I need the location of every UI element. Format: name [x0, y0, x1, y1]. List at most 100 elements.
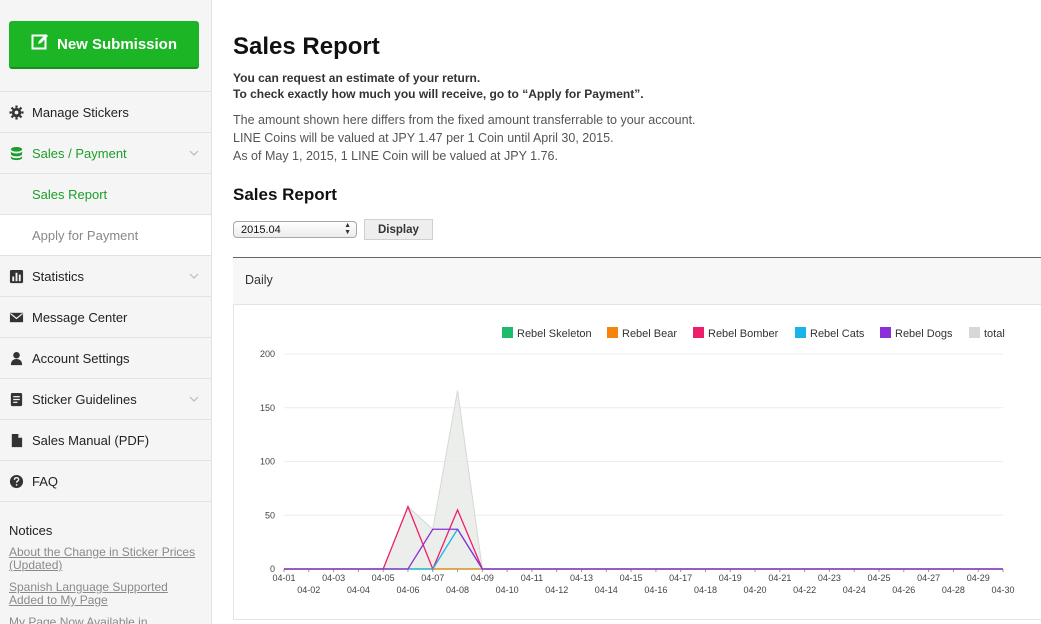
x-tick-label: 04-06 — [396, 585, 419, 595]
legend-label: Rebel Dogs — [895, 328, 953, 340]
sidebar-item-label: Account Settings — [32, 350, 130, 366]
x-tick-label: 04-12 — [545, 585, 568, 595]
x-tick-label: 04-20 — [744, 585, 767, 595]
panel-title: Daily — [245, 273, 273, 287]
chevron-down-icon — [189, 396, 199, 402]
bar-chart-icon — [8, 268, 24, 284]
x-tick-label: 04-21 — [768, 573, 791, 583]
display-button[interactable]: Display — [364, 219, 433, 240]
new-submission-button[interactable]: New Submission — [9, 21, 199, 69]
lead-line: To check exactly how much you will recei… — [233, 86, 644, 101]
sidebar-item-label: Apply for Payment — [32, 227, 139, 243]
report-controls: 2015.04 ▲ ▼ Display — [233, 219, 433, 240]
legend-swatch — [502, 327, 513, 338]
database-icon — [8, 145, 24, 161]
edit-icon — [31, 33, 49, 55]
sidebar-item-account-settings[interactable]: Account Settings — [0, 338, 211, 379]
x-tick-label: 04-24 — [843, 585, 866, 595]
lead-text: You can request an estimate of your retu… — [233, 71, 644, 102]
series-area-total — [284, 390, 1003, 570]
x-tick-label: 04-22 — [793, 585, 816, 595]
notice-link[interactable]: Spanish Language Supported Added to My P… — [9, 580, 168, 607]
sidebar-item-sales-manual[interactable]: Sales Manual (PDF) — [0, 420, 211, 461]
x-tick-label: 04-14 — [595, 585, 618, 595]
chevron-down-icon — [189, 150, 199, 156]
month-select-value: 2015.04 — [241, 223, 281, 236]
x-tick-label: 04-10 — [496, 585, 519, 595]
sidebar-item-label: Manage Stickers — [32, 104, 129, 120]
y-tick-label: 150 — [260, 403, 275, 413]
series-line — [284, 528, 1003, 570]
y-tick-label: 100 — [260, 457, 275, 467]
x-tick-label: 04-08 — [446, 585, 469, 595]
sidebar-item-sales-report[interactable]: Sales Report — [0, 174, 211, 215]
legend-swatch — [693, 327, 704, 338]
daily-chart: 0 50 100 150 200 04-01 04-02 04-03 04-04 04-05 04-… — [233, 304, 1041, 620]
sidebar-item-label: Message Center — [32, 309, 128, 325]
legend-swatch — [880, 327, 891, 338]
x-tick-label: 04-28 — [942, 585, 965, 595]
legend-label: Rebel Bomber — [708, 328, 779, 340]
x-tick-label: 04-11 — [521, 573, 543, 583]
x-tick-label: 04-01 — [272, 573, 295, 583]
notice-link[interactable]: About the Change in Sticker Prices (Upda… — [9, 545, 196, 572]
x-tick-label: 04-07 — [421, 573, 444, 583]
x-tick-label: 04-18 — [694, 585, 717, 595]
legend-label: Rebel Bear — [622, 328, 677, 340]
notices: Notices About the Change in Sticker Pric… — [9, 523, 204, 624]
month-select[interactable]: 2015.04 ▲ ▼ — [233, 221, 357, 238]
sidebar-item-label: Sales / Payment — [32, 145, 127, 161]
y-tick-label: 50 — [265, 510, 275, 520]
legend-swatch — [969, 327, 980, 338]
page-title: Sales Report — [233, 33, 380, 60]
x-tick-label: 04-17 — [669, 573, 692, 583]
sidebar-item-sales-payment[interactable]: Sales / Payment — [0, 133, 211, 174]
x-tick-label: 04-23 — [818, 573, 841, 583]
note-line: As of May 1, 2015, 1 LINE Coin will be v… — [233, 149, 558, 163]
x-tick-label: 04-04 — [347, 585, 370, 595]
note-line: LINE Coins will be valued at JPY 1.47 pe… — [233, 131, 614, 145]
sidebar-item-manage-stickers[interactable]: Manage Stickers — [0, 92, 211, 133]
x-tick-label: 04-15 — [620, 573, 643, 583]
legend-swatch — [607, 327, 618, 338]
sidebar-item-label: Sales Report — [32, 186, 108, 202]
sidebar-menu: Manage Stickers Sales / Payment Sales Re… — [0, 91, 211, 502]
file-icon — [8, 432, 24, 448]
sidebar-item-label: Statistics — [32, 268, 85, 284]
y-tick-label: 0 — [270, 564, 275, 574]
sidebar-item-label: Sticker Guidelines — [32, 391, 137, 407]
notices-title: Notices — [9, 523, 53, 538]
x-tick-label: 04-02 — [297, 585, 320, 595]
x-tick-label: 04-26 — [892, 585, 915, 595]
x-tick-label: 04-29 — [967, 573, 990, 583]
sidebar-item-apply-for-payment[interactable]: Apply for Payment — [0, 215, 211, 256]
user-icon — [8, 350, 24, 366]
sidebar-item-faq[interactable]: FAQ — [0, 461, 211, 502]
sidebar: New Submission Manage Stickers Sales / P… — [0, 0, 212, 624]
section-title: Sales Report — [233, 185, 337, 204]
sidebar-item-sticker-guidelines[interactable]: Sticker Guidelines — [0, 379, 211, 420]
legend-label: total — [984, 328, 1005, 340]
lead-line: You can request an estimate of your retu… — [233, 71, 481, 85]
y-tick-label: 200 — [260, 349, 275, 359]
x-tick-label: 04-16 — [644, 585, 667, 595]
notice-link[interactable]: My Page Now Available in — [9, 615, 148, 624]
x-tick-label: 04-13 — [570, 573, 593, 583]
sidebar-item-statistics[interactable]: Statistics — [0, 256, 211, 297]
daily-panel: Daily 0 50 100 150 200 04-01 04-02 04-03 04-04 04… — [233, 257, 1041, 620]
x-tick-label: 04-03 — [322, 573, 345, 583]
legend-label: Rebel Cats — [810, 328, 865, 340]
legend-label: Rebel Skeleton — [517, 328, 592, 340]
question-icon — [8, 473, 24, 489]
x-tick-label: 04-27 — [917, 573, 940, 583]
select-arrows-icon: ▲ ▼ — [344, 222, 351, 236]
x-tick-label: 04-30 — [991, 585, 1014, 595]
sidebar-item-label: FAQ — [32, 473, 59, 489]
gear-icon — [8, 104, 24, 120]
envelope-icon — [8, 309, 24, 325]
sidebar-item-message-center[interactable]: Message Center — [0, 297, 211, 338]
legend-swatch — [795, 327, 806, 338]
document-icon — [8, 391, 24, 407]
x-tick-label: 04-05 — [372, 573, 395, 583]
chevron-down-icon — [189, 273, 199, 279]
